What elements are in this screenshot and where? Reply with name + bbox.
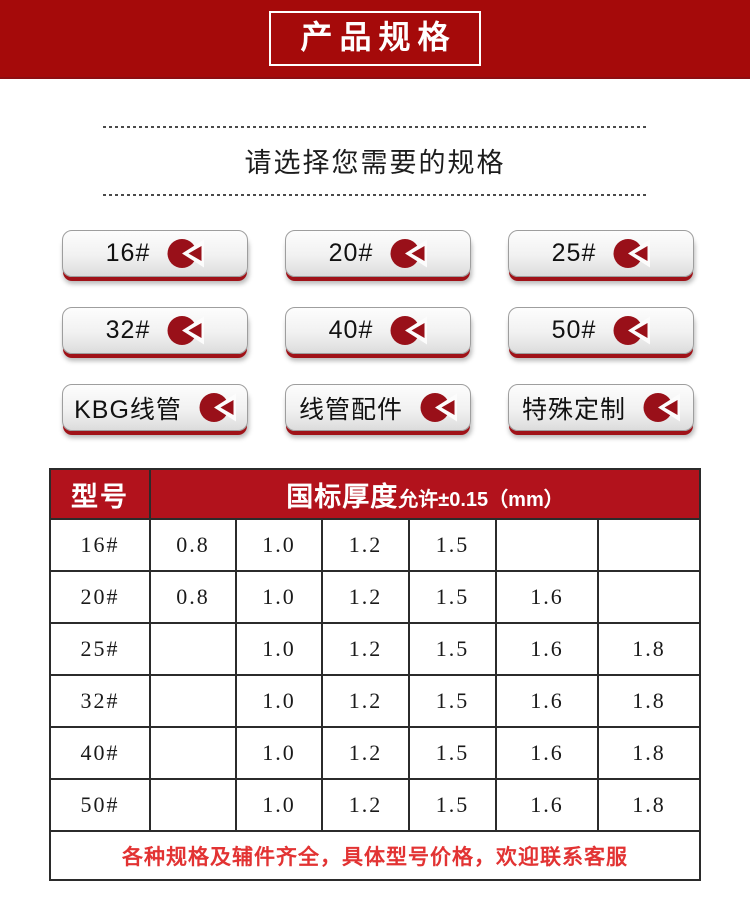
thickness-cell: 1.6 xyxy=(495,622,599,676)
pie-chart-icon xyxy=(420,391,457,424)
spec-button[interactable]: 40# xyxy=(285,307,471,354)
table-row: 20# 0.8 1.0 1.2 1.5 1.6 xyxy=(49,570,701,624)
thickness-cell: 1.0 xyxy=(235,622,323,676)
spec-button[interactable]: 特殊定制 xyxy=(508,384,694,431)
pie-chart-icon xyxy=(613,237,651,270)
table-header-row: 型号 国标厚度允许±0.15（mm） xyxy=(49,468,701,520)
thickness-cell: 1.5 xyxy=(408,726,497,780)
thickness-cell: 1.8 xyxy=(597,726,701,780)
thickness-cell xyxy=(149,622,237,676)
spec-button-label: 40# xyxy=(328,316,374,344)
thickness-cell: 1.0 xyxy=(235,570,323,624)
page-title: 产品规格 xyxy=(269,10,481,67)
spec-button-label: 32# xyxy=(105,316,151,344)
thickness-cell: 1.0 xyxy=(235,674,323,728)
thickness-cell xyxy=(149,726,237,780)
dashed-divider-bottom xyxy=(103,194,647,196)
section-title: 请选择您需要的规格 xyxy=(244,148,506,178)
thickness-cell xyxy=(149,674,237,728)
thickness-cell: 1.6 xyxy=(495,726,599,780)
thickness-cell: 1.0 xyxy=(235,778,323,832)
model-cell: 40# xyxy=(49,726,151,780)
table-row: 16# 0.8 1.0 1.2 1.5 xyxy=(49,518,701,572)
pie-chart-icon xyxy=(167,237,205,270)
spec-button[interactable]: 25# xyxy=(508,230,694,277)
spec-button-label: 线管配件 xyxy=(298,395,403,424)
pie-chart-icon xyxy=(390,237,428,270)
thickness-cell: 1.5 xyxy=(408,570,497,624)
thickness-header-main: 国标厚度 xyxy=(286,481,399,512)
thickness-cell xyxy=(597,570,701,624)
spec-button[interactable]: 20# xyxy=(285,230,471,277)
spec-button-label: 25# xyxy=(551,239,597,267)
thickness-cell: 1.8 xyxy=(597,778,701,832)
model-cell: 16# xyxy=(49,518,151,572)
thickness-cell: 0.8 xyxy=(149,518,237,572)
dashed-divider-top xyxy=(103,126,647,128)
thickness-cell: 1.5 xyxy=(408,674,497,728)
model-cell: 50# xyxy=(49,778,151,832)
thickness-cell: 1.8 xyxy=(597,674,701,728)
thickness-cell: 1.5 xyxy=(408,622,497,676)
pie-chart-icon xyxy=(613,314,651,347)
spec-button[interactable]: 16# xyxy=(62,230,248,277)
table-row: 40# 1.0 1.2 1.5 1.6 1.8 xyxy=(49,726,701,780)
spec-button[interactable]: 50# xyxy=(508,307,694,354)
spec-button-label: 50# xyxy=(551,316,597,344)
model-cell: 32# xyxy=(49,674,151,728)
thickness-cell xyxy=(597,518,701,572)
pie-chart-icon xyxy=(390,314,428,347)
thickness-cell: 1.0 xyxy=(235,726,323,780)
thickness-cell: 1.2 xyxy=(321,778,410,832)
thickness-cell xyxy=(149,778,237,832)
thickness-cell: 0.8 xyxy=(149,570,237,624)
thickness-cell: 1.5 xyxy=(408,778,497,832)
thickness-header-sub: 允许±0.15（mm） xyxy=(398,488,564,511)
model-column-header: 型号 xyxy=(49,468,151,520)
page-banner: 产品规格 xyxy=(0,0,750,79)
thickness-cell: 1.2 xyxy=(321,518,410,572)
thickness-cell: 1.2 xyxy=(321,674,410,728)
model-cell: 25# xyxy=(49,622,151,676)
thickness-cell xyxy=(495,518,599,572)
pie-chart-icon xyxy=(199,391,236,424)
spec-button[interactable]: 32# xyxy=(62,307,248,354)
model-cell: 20# xyxy=(49,570,151,624)
spec-table: 型号 国标厚度允许±0.15（mm） 16# 0.8 1.0 1.2 1.5 20# 0.8… xyxy=(49,468,701,881)
thickness-cell: 1.6 xyxy=(495,674,599,728)
contact-note: 各种规格及辅件齐全，具体型号价格，欢迎联系客服 xyxy=(49,830,701,881)
section-title-block: 请选择您需要的规格 xyxy=(0,126,750,196)
spec-button-grid: 16# 20# 25# 32 xyxy=(62,230,694,431)
thickness-cell: 1.2 xyxy=(321,570,410,624)
thickness-column-header: 国标厚度允许±0.15（mm） xyxy=(149,468,701,520)
thickness-cell: 1.2 xyxy=(321,726,410,780)
table-row: 50# 1.0 1.2 1.5 1.6 1.8 xyxy=(49,778,701,832)
thickness-cell: 1.5 xyxy=(408,518,497,572)
thickness-cell: 1.6 xyxy=(495,778,599,832)
spec-button-label: 16# xyxy=(105,239,151,267)
thickness-cell: 1.6 xyxy=(495,570,599,624)
spec-button-label: 特殊定制 xyxy=(521,395,626,424)
thickness-cell: 1.8 xyxy=(597,622,701,676)
spec-button-label: KBG线管 xyxy=(74,395,182,424)
pie-chart-icon xyxy=(167,314,205,347)
spec-button[interactable]: 线管配件 xyxy=(285,384,471,431)
thickness-cell: 1.0 xyxy=(235,518,323,572)
thickness-cell: 1.2 xyxy=(321,622,410,676)
spec-table-body: 16# 0.8 1.0 1.2 1.5 20# 0.8 1.0 1.2 1.5 1.6 25# 1.0 1… xyxy=(49,518,701,832)
table-row: 32# 1.0 1.2 1.5 1.6 1.8 xyxy=(49,674,701,728)
table-row: 25# 1.0 1.2 1.5 1.6 1.8 xyxy=(49,622,701,676)
spec-button-label: 20# xyxy=(328,239,374,267)
spec-button[interactable]: KBG线管 xyxy=(62,384,248,431)
table-footer-row: 各种规格及辅件齐全，具体型号价格，欢迎联系客服 xyxy=(49,830,701,881)
pie-chart-icon xyxy=(643,391,680,424)
